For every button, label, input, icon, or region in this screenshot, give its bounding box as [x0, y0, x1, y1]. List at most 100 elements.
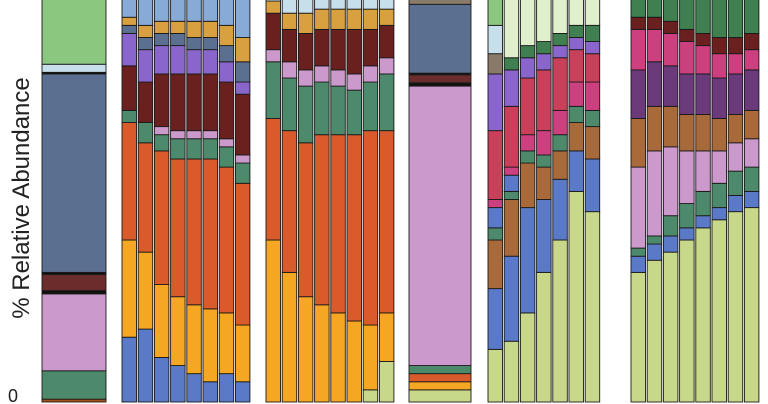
bar-segment-g5-b5-s4 — [552, 134, 568, 152]
bar-segment-g2-b5-s10 — [186, 0, 202, 22]
bar-segment-g5-b5-s5 — [552, 109, 568, 136]
bar-segment-g4-b1-s3 — [408, 373, 472, 383]
bar-segment-g5-b6-s7 — [568, 37, 584, 51]
bar-segment-g6-b7-s6 — [727, 73, 744, 115]
bar-segment-g6-b8-s2 — [743, 190, 760, 209]
bar-segment-g2-b7-s6 — [218, 81, 235, 140]
bar-segment-g5-b3-s4 — [519, 150, 536, 164]
bar-segment-g5-b7-s5 — [584, 81, 601, 111]
bar-segment-g5-b5-s2 — [552, 178, 568, 241]
y-axis-label: % Relative Abundance — [8, 77, 35, 319]
bar-segment-g6-b3-s1 — [662, 251, 679, 403]
bar-segment-g3-b3-s4 — [297, 69, 314, 87]
bar-segment-g2-b7-s2 — [218, 312, 235, 375]
bar-segment-g1-b1-s3 — [41, 293, 107, 372]
bar-segment-g5-b6-s2 — [568, 150, 584, 192]
bar-segment-g3-b6-s4 — [346, 73, 362, 91]
bar-segment-g6-b1-s5 — [630, 118, 646, 168]
bar-segment-g5-b7-s7 — [584, 41, 601, 55]
bar-segment-g6-b5-s9 — [695, 0, 711, 34]
bar-segment-g6-b7-s4 — [727, 142, 744, 172]
bar-segment-g6-b2-s7 — [646, 28, 663, 63]
bar-segment-g5-b7-s4 — [584, 109, 601, 128]
bar-segment-g5-b3-s5 — [519, 134, 536, 152]
bar-segment-g2-b1-s5 — [121, 65, 137, 111]
bar-segment-g2-b8-s7 — [234, 81, 251, 95]
bar-segment-g2-b8-s9 — [234, 37, 251, 63]
bar-segment-g6-b8-s1 — [743, 207, 760, 403]
bar-segment-g3-b1-s1 — [265, 239, 281, 403]
bar-segment-g2-b4-s4 — [170, 138, 186, 160]
bar-group-2 — [121, 0, 251, 403]
bar-segment-g6-b8-s8 — [743, 33, 760, 51]
bar-segment-g5-b3-s9 — [519, 0, 536, 47]
bar-segment-g5-b7-s2 — [584, 158, 601, 213]
bar-segment-g5-b5-s8 — [552, 33, 568, 47]
bar-segment-g6-b3-s5 — [662, 105, 679, 148]
bar-segment-g5-b2-s8 — [503, 69, 520, 107]
bar-segment-g2-b2-s9 — [137, 0, 154, 26]
bar-segment-g3-b2-s3 — [281, 77, 298, 132]
bar-segment-g5-b7-s1 — [584, 211, 601, 403]
bar-segment-g6-b3-s4 — [662, 146, 679, 217]
bar-segment-g5-b7-s6 — [584, 53, 601, 83]
bar-segment-g2-b1-s9 — [121, 0, 137, 18]
bar-segment-g5-b4-s5 — [536, 130, 552, 156]
bar-segment-g2-b4-s10 — [170, 0, 186, 22]
bar-segment-g5-b2-s1 — [503, 340, 520, 403]
bar-segment-g3-b8-s6 — [378, 24, 395, 59]
bar-segment-g6-b6-s4 — [711, 150, 727, 184]
bar-segment-g2-b3-s3 — [153, 150, 170, 285]
bar-segment-g1-b1-s5 — [41, 273, 107, 292]
bar-segment-g2-b6-s10 — [202, 0, 218, 22]
bar-segment-g3-b2-s7 — [281, 0, 298, 14]
bar-segment-g3-b5-s5 — [330, 28, 346, 71]
bar-segment-g2-b5-s8 — [186, 37, 202, 51]
bar-segment-g3-b4-s4 — [314, 65, 330, 83]
bar-segment-g3-b1-s4 — [265, 49, 281, 63]
bar-segment-g3-b4-s3 — [314, 81, 330, 136]
bar-segment-g3-b6-s3 — [346, 89, 362, 136]
bar-segment-g5-b5-s1 — [552, 239, 568, 403]
bar-segment-g6-b5-s3 — [695, 190, 711, 217]
bar-segment-g2-b6-s1 — [202, 381, 218, 403]
bar-segment-g6-b7-s8 — [727, 37, 744, 55]
bar-segment-g4-b1-s7 — [408, 74, 472, 84]
bar-segment-g1-b1-s7 — [41, 73, 107, 273]
bar-segment-g3-b3-s7 — [297, 0, 314, 14]
bar-segment-g2-b6-s8 — [202, 37, 218, 51]
bar-segment-g6-b4-s4 — [679, 150, 695, 204]
bar-segment-g2-b7-s4 — [218, 146, 235, 168]
bar-segment-g3-b5-s3 — [330, 85, 346, 136]
bar-segment-g3-b6-s7 — [346, 0, 362, 10]
bar-segment-g6-b2-s9 — [646, 0, 663, 18]
bar-segment-g3-b7-s5 — [362, 65, 379, 83]
bar-segment-g2-b5-s2 — [186, 304, 202, 375]
bar-segment-g3-b3-s5 — [297, 33, 314, 71]
bar-segment-g3-b8-s2 — [378, 312, 395, 362]
bar-segment-g2-b6-s2 — [202, 308, 218, 383]
bar-segment-g6-b6-s3 — [711, 182, 727, 209]
bar-segment-g2-b1-s2 — [121, 239, 137, 338]
bar-segment-g6-b8-s9 — [743, 0, 760, 34]
bar-segment-g6-b4-s6 — [679, 73, 695, 115]
bar-segment-g5-b3-s2 — [519, 207, 536, 314]
bar-segment-g5-b5-s7 — [552, 45, 568, 59]
bar-segment-g2-b6-s3 — [202, 158, 218, 310]
bar-segment-g3-b6-s2 — [346, 134, 362, 322]
y-tick-zero: 0 — [8, 386, 18, 404]
bar-segment-g3-b7-s1 — [362, 389, 379, 403]
bar-segment-g2-b5-s5 — [186, 130, 202, 140]
bar-segment-g2-b5-s3 — [186, 158, 202, 306]
bar-segment-g6-b5-s7 — [695, 45, 711, 75]
bar-segment-g2-b1-s8 — [121, 16, 137, 26]
bar-segment-g2-b5-s1 — [186, 373, 202, 403]
bar-segment-g2-b6-s7 — [202, 49, 218, 75]
bar-segment-g3-b2-s5 — [281, 28, 298, 63]
bar-segment-g5-b2-s4 — [503, 190, 520, 200]
bar-segment-g2-b3-s5 — [153, 126, 170, 136]
bar-segment-g6-b2-s3 — [646, 235, 663, 245]
bar-segment-g5-b2-s10 — [503, 0, 520, 59]
bar-segment-g1-b1-s2 — [41, 370, 107, 400]
